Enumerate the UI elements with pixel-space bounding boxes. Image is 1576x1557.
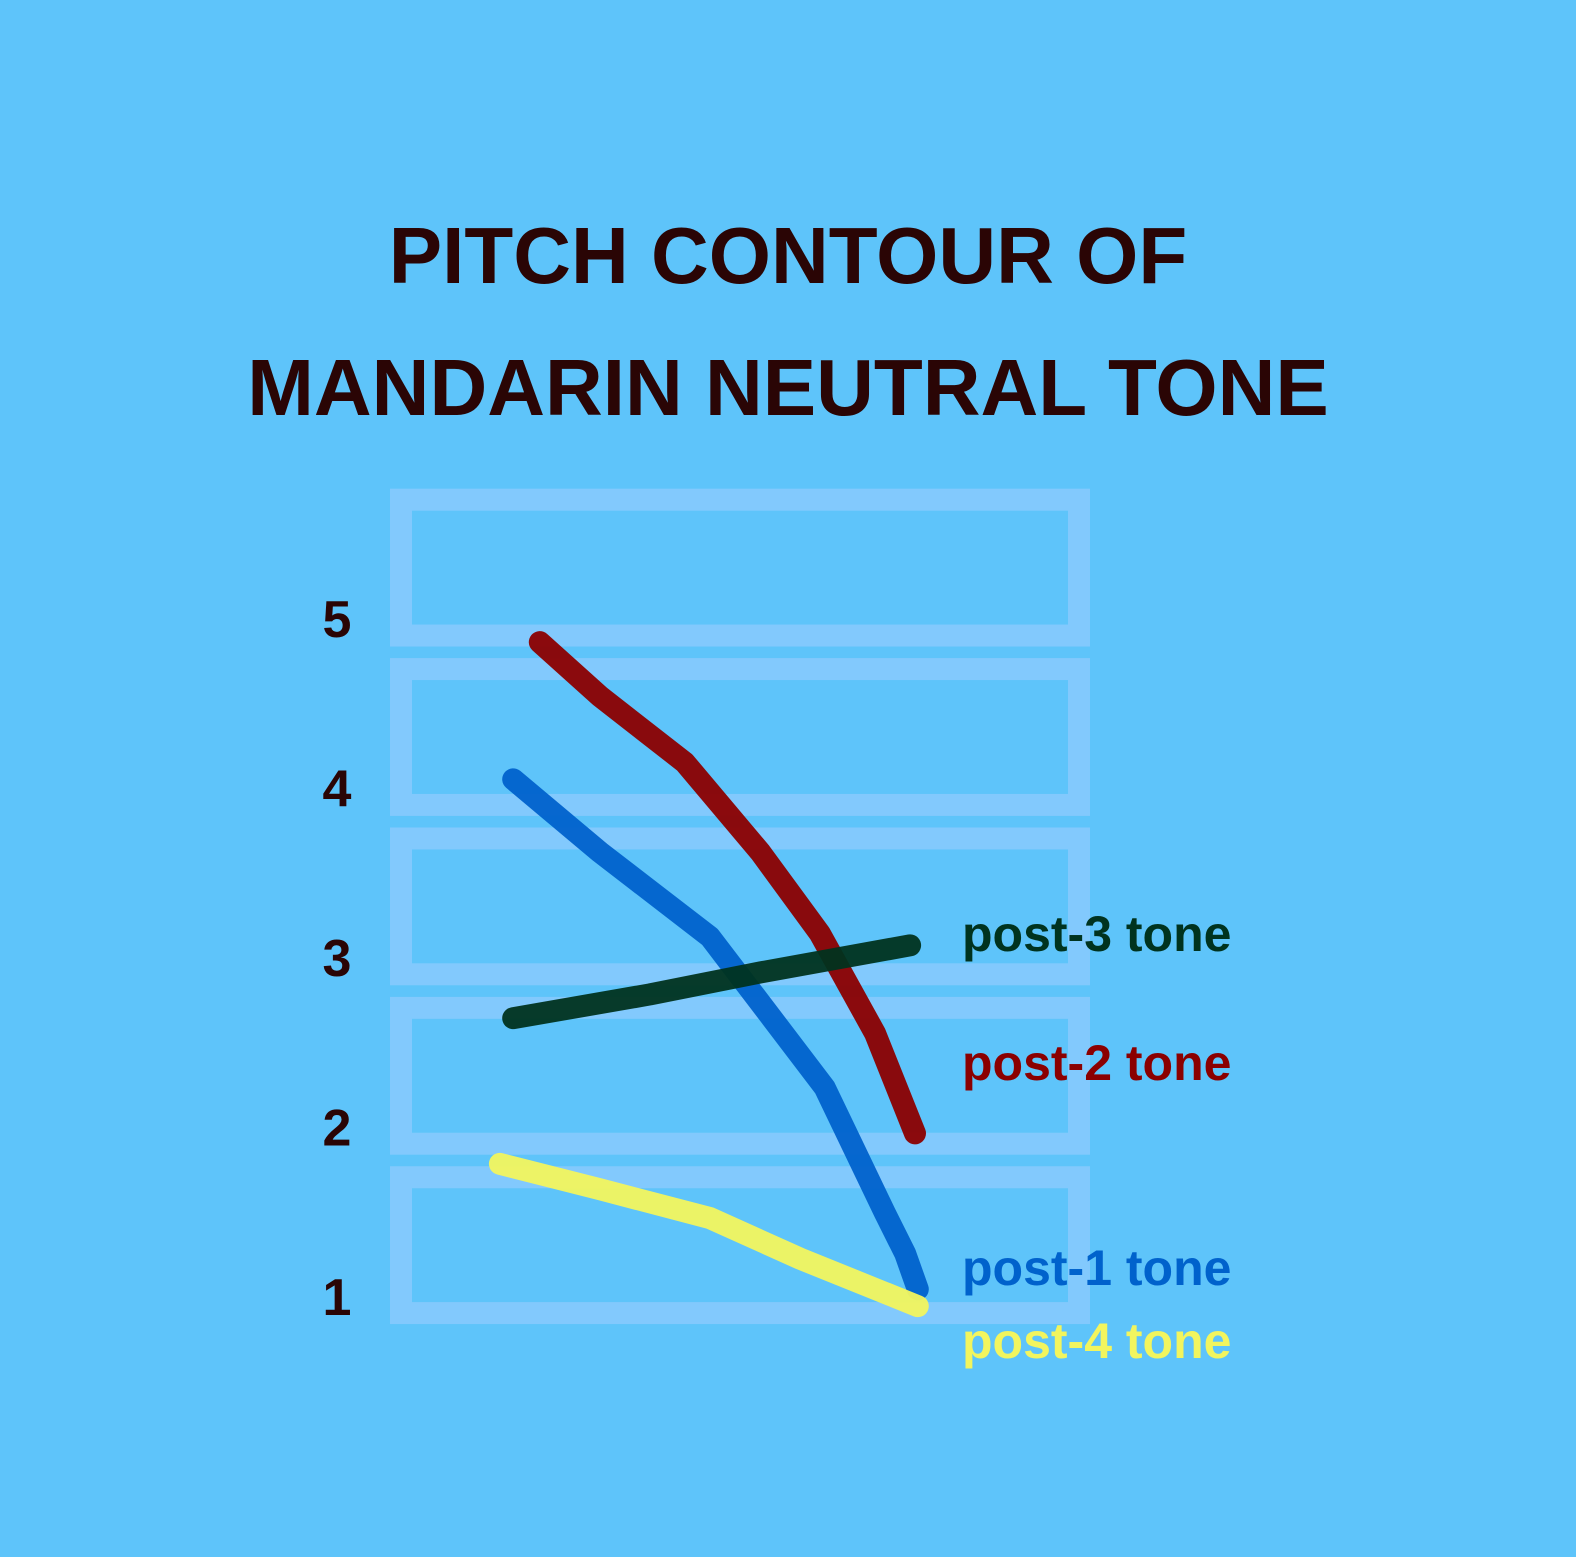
y-tick-label: 2 <box>323 1099 352 1157</box>
chart-title: PITCH CONTOUR OF MANDARIN NEUTRAL TONE <box>247 211 1329 432</box>
y-tick-label: 1 <box>323 1269 352 1327</box>
line-series <box>502 768 929 1301</box>
grid-band <box>390 658 1090 816</box>
legend-label: post-1 tone <box>962 1240 1231 1296</box>
grid-band <box>390 488 1090 647</box>
line-series <box>502 934 922 1030</box>
legend-label: post-3 tone <box>962 906 1231 962</box>
line-series <box>488 1152 929 1318</box>
grid-band <box>390 1166 1090 1325</box>
legend-label: post-4 tone <box>962 1313 1231 1369</box>
line-series <box>528 631 926 1145</box>
grid-band <box>390 996 1090 1155</box>
y-tick-label: 4 <box>323 761 352 819</box>
y-tick-label: 5 <box>323 591 352 649</box>
y-tick-label: 3 <box>323 930 352 988</box>
legend-label: post-2 tone <box>962 1035 1231 1091</box>
